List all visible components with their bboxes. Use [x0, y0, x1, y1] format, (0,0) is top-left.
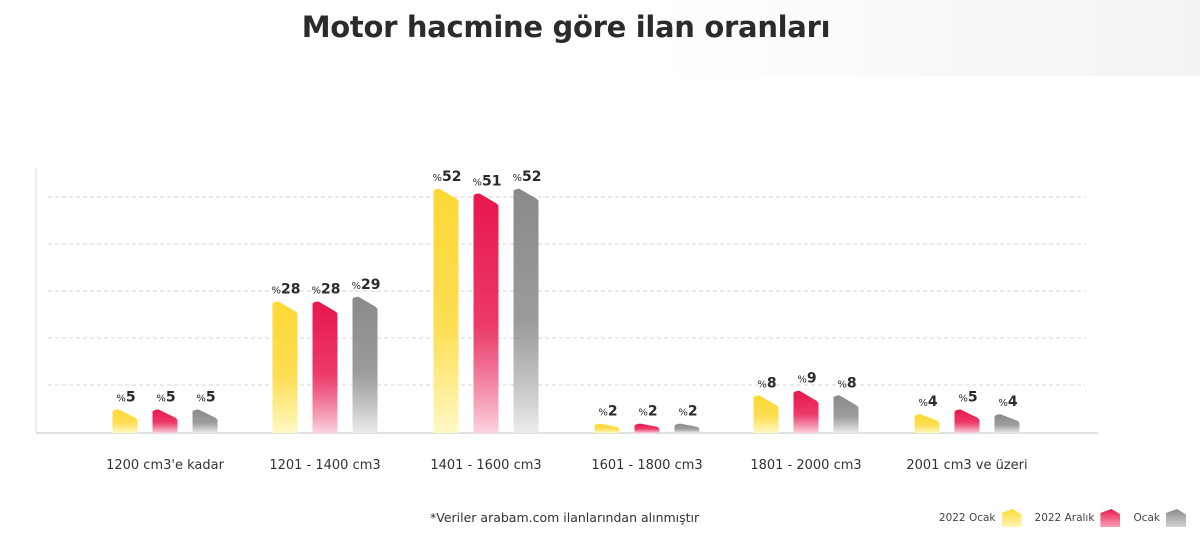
category-labels: 1200 cm3'e kadar 1201 - 1400 cm3 1401 - 16…	[106, 458, 1028, 473]
data-label: %9	[797, 371, 816, 387]
bar-3-series-2	[473, 193, 499, 433]
value-labels: %5 %5 %5 %28 %28 %29 %52 %51 %52 %2 %2 %2 %8 %9 %8 %4 %5…	[116, 169, 1018, 420]
bar-4-series-3	[674, 423, 700, 433]
data-label: %28	[312, 282, 341, 298]
bar-6-series-3	[994, 414, 1020, 433]
grid-lines	[48, 196, 1085, 386]
data-label: %51	[473, 173, 502, 189]
legend-swatch-red	[1100, 509, 1121, 527]
data-label: %4	[998, 394, 1018, 410]
data-label: %28	[272, 282, 301, 298]
header-background	[0, 0, 1200, 76]
data-label: %2	[598, 404, 617, 420]
bar-5-series-1	[753, 395, 779, 433]
bar-1-series-1	[112, 409, 138, 433]
legend: 2022 Ocak 2022 Aralık Ocak	[926, 508, 1186, 528]
bar-1-series-2	[152, 409, 178, 433]
bar-5-series-2	[793, 390, 819, 433]
data-label: %2	[678, 404, 697, 420]
category-label: 2001 cm3 ve üzeri	[906, 458, 1027, 473]
bar-5-series-3	[833, 395, 859, 433]
bar-4-series-2	[634, 423, 660, 433]
bar-6-series-1	[914, 414, 940, 433]
data-label: %2	[638, 404, 657, 420]
legend-label: Ocak	[1133, 512, 1160, 524]
data-label: %4	[918, 394, 938, 410]
category-label: 1601 - 1800 cm3	[591, 458, 702, 473]
data-label: %29	[352, 277, 381, 293]
data-label: %5	[156, 390, 175, 406]
category-label: 1201 - 1400 cm3	[269, 458, 380, 473]
data-label: %8	[757, 375, 776, 391]
bar-2-series-2	[312, 301, 338, 433]
bar-2-series-3	[352, 296, 378, 433]
data-label: %5	[196, 390, 215, 406]
category-label: 1801 - 2000 cm3	[750, 458, 861, 473]
footnote: *Veriler arabam.com ilanlarından alınmış…	[430, 510, 700, 525]
bar-4-series-1	[594, 423, 620, 433]
legend-swatch-gray	[1166, 509, 1186, 527]
bar-3-series-1	[433, 188, 459, 433]
category-label: 1401 - 1600 cm3	[430, 458, 541, 473]
chart-title: Motor hacmine göre ilan oranları	[301, 10, 831, 44]
legend-swatch-yellow	[1001, 509, 1022, 527]
legend-label: 2022 Aralık	[1034, 512, 1095, 524]
bar-3-series-3	[513, 188, 539, 433]
data-label: %5	[958, 390, 977, 406]
category-label: 1200 cm3'e kadar	[106, 458, 224, 473]
bar-6-series-2	[954, 409, 980, 433]
bars	[112, 188, 1020, 433]
legend-item-2022-aralik: 2022 Aralık	[1035, 509, 1121, 527]
bar-1-series-3	[192, 409, 218, 433]
legend-item-2022-ocak: 2022 Ocak	[939, 509, 1022, 527]
legend-item-ocak: Ocak	[1133, 509, 1186, 527]
data-label: %5	[116, 390, 135, 406]
data-label: %8	[837, 375, 856, 391]
bar-2-series-1	[272, 301, 298, 433]
data-label: %52	[513, 169, 542, 185]
data-label: %52	[433, 169, 462, 185]
legend-label: 2022 Ocak	[938, 512, 996, 524]
